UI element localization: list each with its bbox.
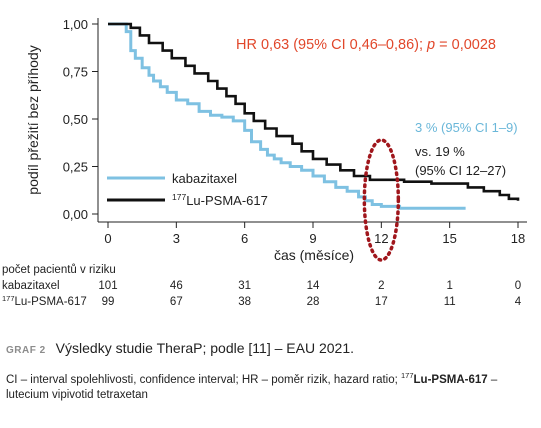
risk-table-cell: 4 — [515, 296, 522, 308]
series-line-lu-psma — [108, 22, 520, 201]
risk-table-cell: 38 — [238, 296, 251, 308]
risk-table-title: počet pacientů v riziku — [2, 264, 116, 276]
lu-rate-annotation: vs. 19 % — [415, 144, 465, 159]
x-axis-label: čas (měsíce) — [274, 247, 354, 263]
caption-label: GRAF 2 — [6, 345, 46, 356]
risk-table-cell: 1 — [446, 280, 452, 292]
figure-caption: GRAF 2 Výsledky studie TheraP; podle [11]… — [6, 340, 536, 403]
risk-table-cell: 28 — [307, 296, 320, 308]
caption-note: CI – interval spolehlivosti, confidence … — [6, 371, 498, 401]
caption-title: Výsledky studie TheraP; podle [11] – EAU… — [55, 340, 354, 356]
risk-table-cell: 0 — [515, 280, 521, 292]
month-12-highlight — [362, 138, 401, 262]
y-tick-label: 0,00 — [63, 207, 88, 222]
x-tick-label: 12 — [374, 231, 388, 246]
x-tick-label: 9 — [309, 231, 316, 246]
y-tick-label: 0,50 — [63, 112, 88, 127]
risk-table-cell: 17 — [375, 296, 388, 308]
y-tick-label: 1,00 — [63, 17, 88, 32]
risk-row-label-kabazitaxel: kabazitaxel — [2, 280, 60, 292]
lu-ci-annotation: (95% CI 12–27) — [415, 163, 506, 178]
risk-row-label-lu-psma: 177Lu-PSMA-617 — [2, 294, 87, 308]
y-tick-label: 0,25 — [63, 160, 88, 175]
y-axis-label: podíl přežití bez příhody — [25, 45, 41, 194]
risk-table-cell: 14 — [307, 280, 320, 292]
km-chart: 0,000,250,500,751,00 0 3 6 9 12 15 18 podíl př… — [2, 17, 527, 308]
legend: kabazitaxel 177Lu-PSMA-617 — [107, 171, 268, 208]
legend-label-kabazitaxel: kabazitaxel — [172, 171, 237, 186]
series-line-kabazitaxel — [108, 22, 466, 210]
kabazitaxel-rate-annotation: 3 % (95% CI 1–9) — [415, 120, 518, 135]
x-tick-label: 0 — [104, 231, 111, 246]
x-tick-label: 15 — [442, 231, 456, 246]
x-tick-label: 18 — [511, 231, 525, 246]
y-tick-label: 0,75 — [63, 65, 88, 80]
risk-table-cell: 11 — [444, 296, 456, 308]
legend-label-lu-psma: 177Lu-PSMA-617 — [172, 192, 268, 208]
caption-title-line: GRAF 2 Výsledky studie TheraP; podle [11]… — [6, 340, 536, 356]
hazard-ratio-annotation: HR 0,63 (95% CI 0,46–0,86); p = 0,0028 — [236, 37, 496, 53]
risk-table-cell: 31 — [238, 280, 251, 292]
risk-table-cell: 67 — [170, 296, 183, 308]
risk-table-cell: 2 — [378, 280, 384, 292]
risk-table-cell: 101 — [98, 280, 117, 292]
risk-table-cell: 46 — [170, 280, 183, 292]
risk-table-cell: 99 — [102, 296, 115, 308]
x-tick-label: 3 — [173, 231, 180, 246]
x-tick-label: 6 — [241, 231, 248, 246]
